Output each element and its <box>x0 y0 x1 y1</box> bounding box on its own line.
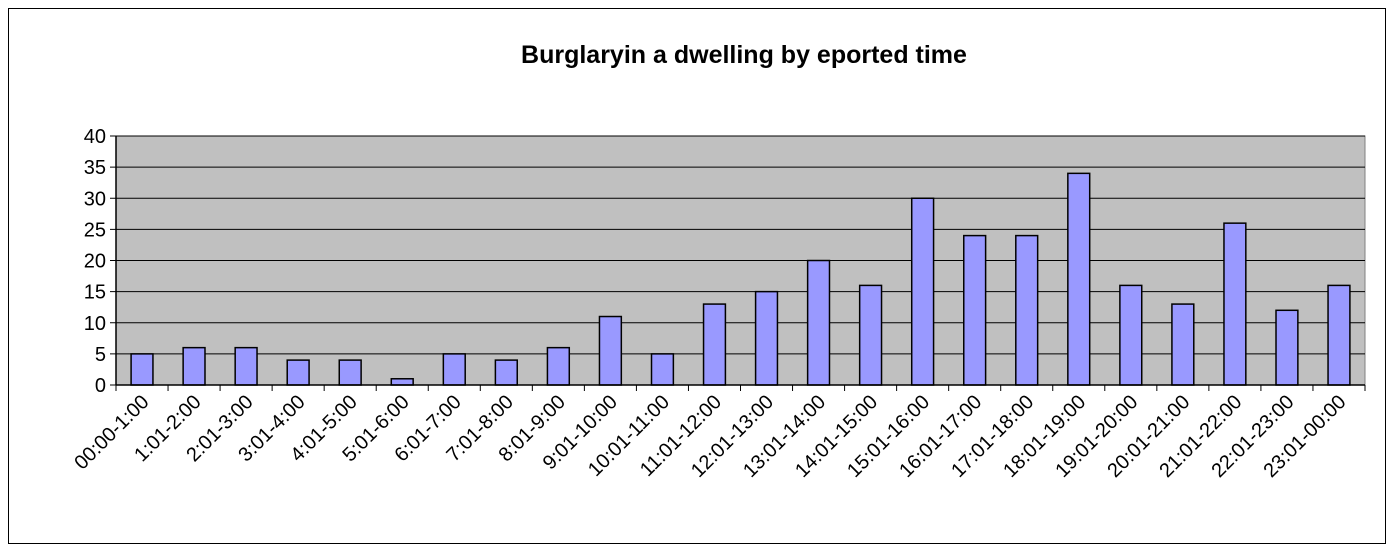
y-tick-label: 0 <box>95 375 106 397</box>
bar <box>1275 309 1299 386</box>
bar <box>1223 222 1247 386</box>
y-tick-label: 15 <box>84 282 106 304</box>
bar <box>702 303 727 386</box>
bar <box>598 315 623 386</box>
y-tick-label: 10 <box>84 313 106 335</box>
bar <box>442 353 466 386</box>
bar <box>1327 284 1351 386</box>
y-tick-label: 30 <box>84 188 106 210</box>
y-tick-label: 5 <box>95 344 106 366</box>
gridlines <box>116 135 1365 355</box>
bar <box>494 359 518 386</box>
bar <box>546 346 571 386</box>
bar <box>963 234 987 386</box>
bar <box>754 290 779 386</box>
bar <box>234 346 258 386</box>
bar <box>858 284 883 386</box>
bar <box>1067 172 1091 386</box>
bar <box>650 353 675 386</box>
x-axis-ticks: 00:00-1:001:01-2:002:01-3:003:01-4:004:0… <box>70 385 1366 482</box>
y-tick-label: 40 <box>84 126 106 148</box>
y-tick-label: 25 <box>84 219 106 241</box>
bar <box>1119 284 1143 386</box>
bars <box>130 172 1351 386</box>
bar <box>286 359 310 386</box>
bar <box>390 378 414 386</box>
y-axis-ticks: 0 5 10 15 20 25 30 35 40 <box>84 126 116 397</box>
bar <box>182 346 206 386</box>
bar <box>130 353 154 386</box>
bar <box>1015 234 1039 386</box>
bar <box>1171 303 1195 386</box>
bar <box>910 197 935 386</box>
chart-title: Burglaryin a dwelling by eported time <box>521 41 967 69</box>
bar <box>806 259 831 386</box>
y-tick-label: 35 <box>84 157 106 179</box>
bar <box>338 359 362 386</box>
y-tick-label: 20 <box>84 251 106 273</box>
